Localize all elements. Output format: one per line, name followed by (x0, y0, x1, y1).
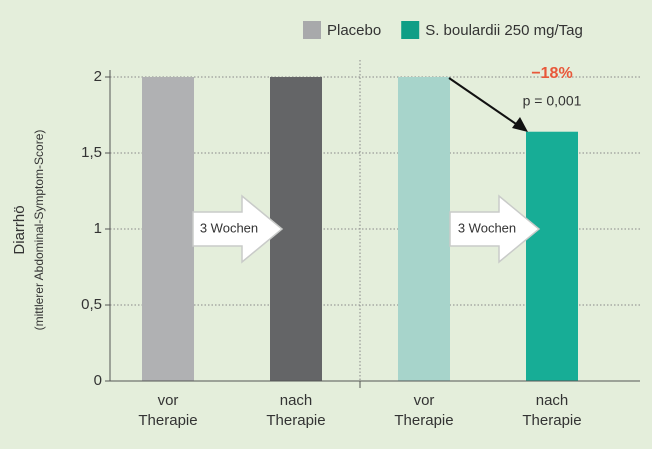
arrow-label: 3 Wochen (200, 220, 258, 235)
arrow-label: 3 Wochen (458, 220, 516, 235)
y-tick-label: 2 (94, 68, 102, 85)
x-tick-label: Therapie (522, 412, 581, 429)
legend-label: Placebo (327, 22, 381, 39)
x-tick-label: nach (280, 392, 313, 409)
y-tick-label: 1 (94, 220, 102, 237)
x-tick-label: Therapie (138, 412, 197, 429)
legend-swatch (401, 21, 420, 39)
x-tick-label: nach (536, 392, 569, 409)
y-axis-label: (mittlerer Abdominal-Symptom-Score) (32, 130, 46, 331)
x-tick-label: Therapie (394, 412, 453, 429)
change-arrow (448, 77, 528, 132)
x-tick-label: Therapie (266, 412, 325, 429)
legend-swatch (303, 21, 321, 39)
week-arrow (192, 194, 541, 264)
bar (142, 77, 194, 381)
change-label: −18% (531, 65, 572, 82)
x-tick-label: vor (158, 392, 179, 409)
bar (526, 131, 578, 381)
y-axis-label: Diarrhö (11, 205, 28, 254)
bar (398, 77, 450, 381)
x-tick-label: vor (414, 392, 435, 409)
y-tick-label: 0,5 (81, 296, 102, 313)
y-tick-label: 1,5 (81, 144, 102, 161)
p-value: p = 0,001 (523, 93, 582, 109)
legend-label: S. boulardii 250 mg/Tag (425, 22, 583, 39)
y-tick-label: 0 (94, 372, 102, 389)
